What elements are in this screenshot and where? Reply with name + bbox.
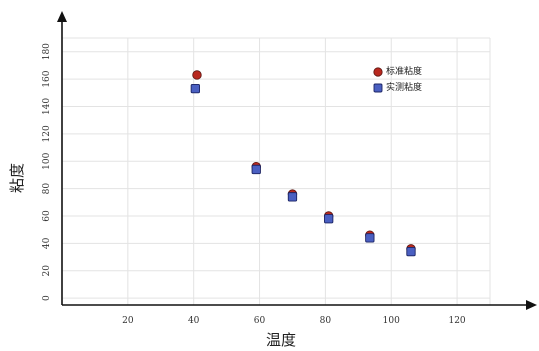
y-tick-label: 180 [42, 43, 52, 60]
data-point-square [365, 233, 375, 243]
data-point-square [324, 214, 334, 224]
axes [57, 11, 537, 310]
y-tick-label: 60 [42, 210, 52, 222]
y-tick-label: 20 [42, 265, 52, 277]
data-point-square [251, 164, 261, 175]
y-tick-label: 140 [42, 98, 52, 115]
y-tick-label: 160 [42, 70, 52, 87]
data-point-square [287, 192, 298, 202]
x-tick-label: 40 [188, 316, 200, 326]
y-tick-label: 40 [42, 237, 52, 249]
y-tick-label: 120 [42, 125, 52, 142]
x-tick-label: 100 [383, 316, 400, 326]
tick-labels: 20 40 60 80 100 120 0 20 40 60 80 100 120 140 160 180 [42, 43, 466, 326]
x-axis-title: 温度 [266, 331, 296, 349]
x-tick-label: 20 [122, 316, 134, 326]
data-point-circle [192, 70, 202, 80]
y-tick-label: 100 [42, 152, 52, 169]
legend-marker-circle [373, 67, 383, 77]
legend-marker-square [373, 83, 383, 93]
y-axis-title: 粘度 [8, 163, 26, 193]
y-tick-label: 80 [42, 183, 52, 195]
y-axis-arrow [57, 11, 67, 22]
data-point-square [406, 246, 416, 257]
x-axis-arrow [526, 300, 537, 310]
legend-label: 实测粘度 [386, 81, 422, 93]
grid [62, 37, 491, 305]
legend-label: 标准粘度 [386, 65, 422, 77]
x-tick-label: 60 [254, 316, 266, 326]
x-tick-label: 120 [448, 316, 465, 326]
y-tick-label: 0 [42, 295, 52, 301]
x-tick-label: 80 [320, 316, 332, 326]
data-point-square [190, 84, 200, 94]
data-points [190, 70, 416, 257]
